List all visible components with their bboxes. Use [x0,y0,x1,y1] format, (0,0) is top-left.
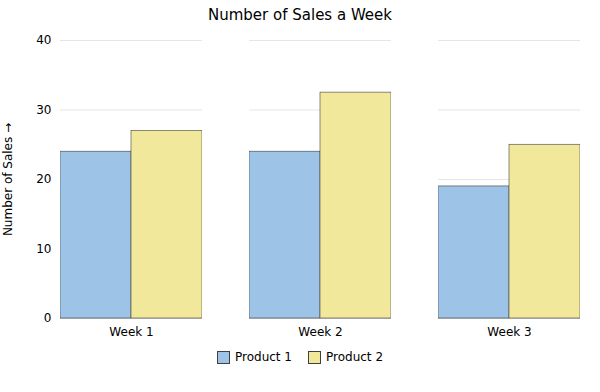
svg-text:Week 2: Week 2 [298,325,342,339]
html-text:Product 1: Product 1 [235,350,292,364]
svg-text:10: 10 [36,242,51,256]
svg-text:Week 1: Week 1 [109,325,153,339]
svg-text:30: 30 [36,103,51,117]
svg-text:Week 3: Week 3 [487,325,531,339]
html-text:Number of Sales a Week: Number of Sales a Week [208,6,392,24]
svg-text:40: 40 [36,33,51,47]
svg-text:0: 0 [44,311,52,325]
svg-text:Number of Sales →: Number of Sales → [1,123,15,236]
svg-text:20: 20 [36,172,51,186]
html-text:Product 2: Product 2 [326,350,383,364]
